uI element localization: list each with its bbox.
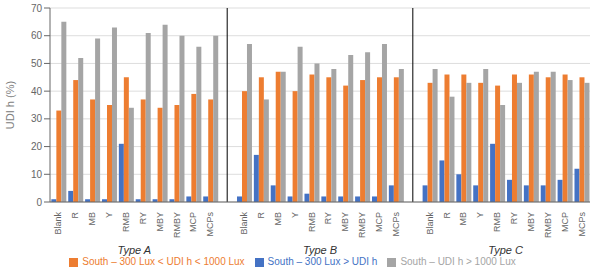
svg-text:0: 0	[36, 197, 42, 208]
svg-text:70: 70	[31, 3, 43, 14]
svg-text:RMB: RMB	[492, 212, 502, 232]
svg-text:Blank: Blank	[239, 212, 249, 235]
svg-text:MCP: MCP	[560, 212, 570, 232]
svg-text:Blank: Blank	[53, 212, 63, 235]
svg-text:RMBY: RMBY	[543, 212, 553, 238]
svg-text:RMBY: RMBY	[357, 212, 367, 238]
html-text:South – 300 Lux > UDI h: South – 300 Lux > UDI h	[267, 256, 378, 267]
svg-text:30: 30	[31, 113, 43, 124]
svg-text:MB: MB	[458, 212, 468, 226]
svg-text:20: 20	[31, 141, 43, 152]
svg-text:10: 10	[31, 169, 43, 180]
svg-text:RY: RY	[509, 212, 519, 224]
html-text:South – 300 Lux < UDI h < 1000: South – 300 Lux < UDI h < 1000 Lux	[82, 256, 245, 267]
svg-text:50: 50	[31, 58, 43, 69]
svg-text:MCP: MCP	[374, 212, 384, 232]
svg-text:Type B: Type B	[303, 244, 337, 256]
svg-text:R: R	[256, 212, 266, 219]
svg-text:R: R	[442, 212, 452, 219]
svg-text:UDI h (%): UDI h (%)	[8, 81, 16, 129]
svg-text:Type A: Type A	[118, 244, 152, 256]
svg-text:MBY: MBY	[526, 212, 536, 232]
html-text:South – UDI h > 1000 Lux: South – UDI h > 1000 Lux	[400, 256, 516, 267]
svg-text:Y: Y	[475, 212, 485, 218]
svg-text:RY: RY	[138, 212, 148, 224]
svg-text:Y: Y	[104, 212, 114, 218]
svg-text:Type C: Type C	[488, 244, 523, 256]
svg-text:40: 40	[31, 86, 43, 97]
svg-text:MB: MB	[273, 212, 283, 226]
svg-text:MBY: MBY	[155, 212, 165, 232]
svg-text:Y: Y	[290, 212, 300, 218]
svg-text:Blank: Blank	[425, 212, 435, 235]
svg-text:R: R	[70, 212, 80, 219]
svg-text:MCPs: MCPs	[577, 212, 587, 237]
svg-text:RMB: RMB	[121, 212, 131, 232]
svg-text:RMB: RMB	[307, 212, 317, 232]
svg-text:MCPs: MCPs	[391, 212, 401, 237]
svg-text:MB: MB	[87, 212, 97, 226]
svg-text:RY: RY	[323, 212, 333, 224]
svg-text:MCPs: MCPs	[205, 212, 215, 237]
svg-text:60: 60	[31, 30, 43, 41]
svg-text:MBY: MBY	[340, 212, 350, 232]
svg-text:MCP: MCP	[188, 212, 198, 232]
svg-text:RMBY: RMBY	[172, 212, 182, 238]
